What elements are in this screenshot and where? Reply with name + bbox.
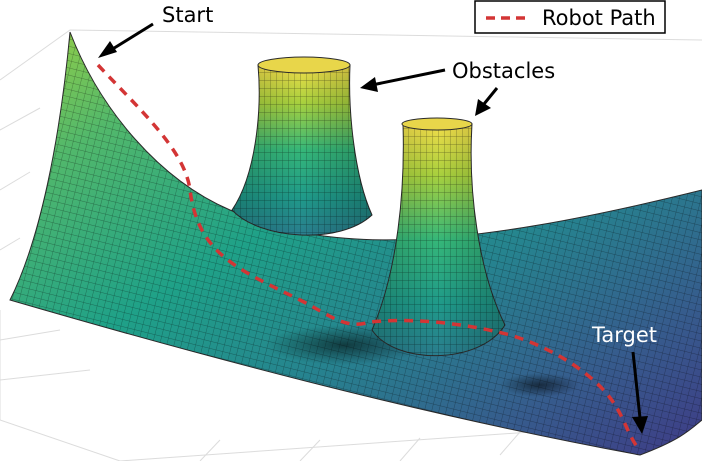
legend-box [474, 0, 666, 34]
target-arrowhead [632, 416, 648, 434]
start-arrow [110, 22, 154, 52]
target-arrow [631, 351, 642, 419]
legend-label: Robot Path [542, 6, 656, 30]
robot-path [96, 63, 642, 452]
obstacles-arrowhead-2 [475, 99, 491, 116]
start-label: Start [162, 3, 213, 27]
obstacles-arrow-2 [482, 87, 499, 105]
obstacles-arrowhead-1 [360, 77, 378, 92]
target-label: Target [591, 323, 657, 347]
annotations: Start Obstacles Target [98, 3, 657, 434]
obstacle-peak-1 [231, 56, 373, 236]
legend: Robot Path [474, 0, 666, 34]
obstacle-peak-2 [371, 117, 506, 357]
start-arrowhead [98, 41, 117, 58]
obstacles-arrow-1 [371, 68, 446, 87]
axis-box [0, 29, 702, 461]
obstacles-label: Obstacles [452, 59, 555, 83]
